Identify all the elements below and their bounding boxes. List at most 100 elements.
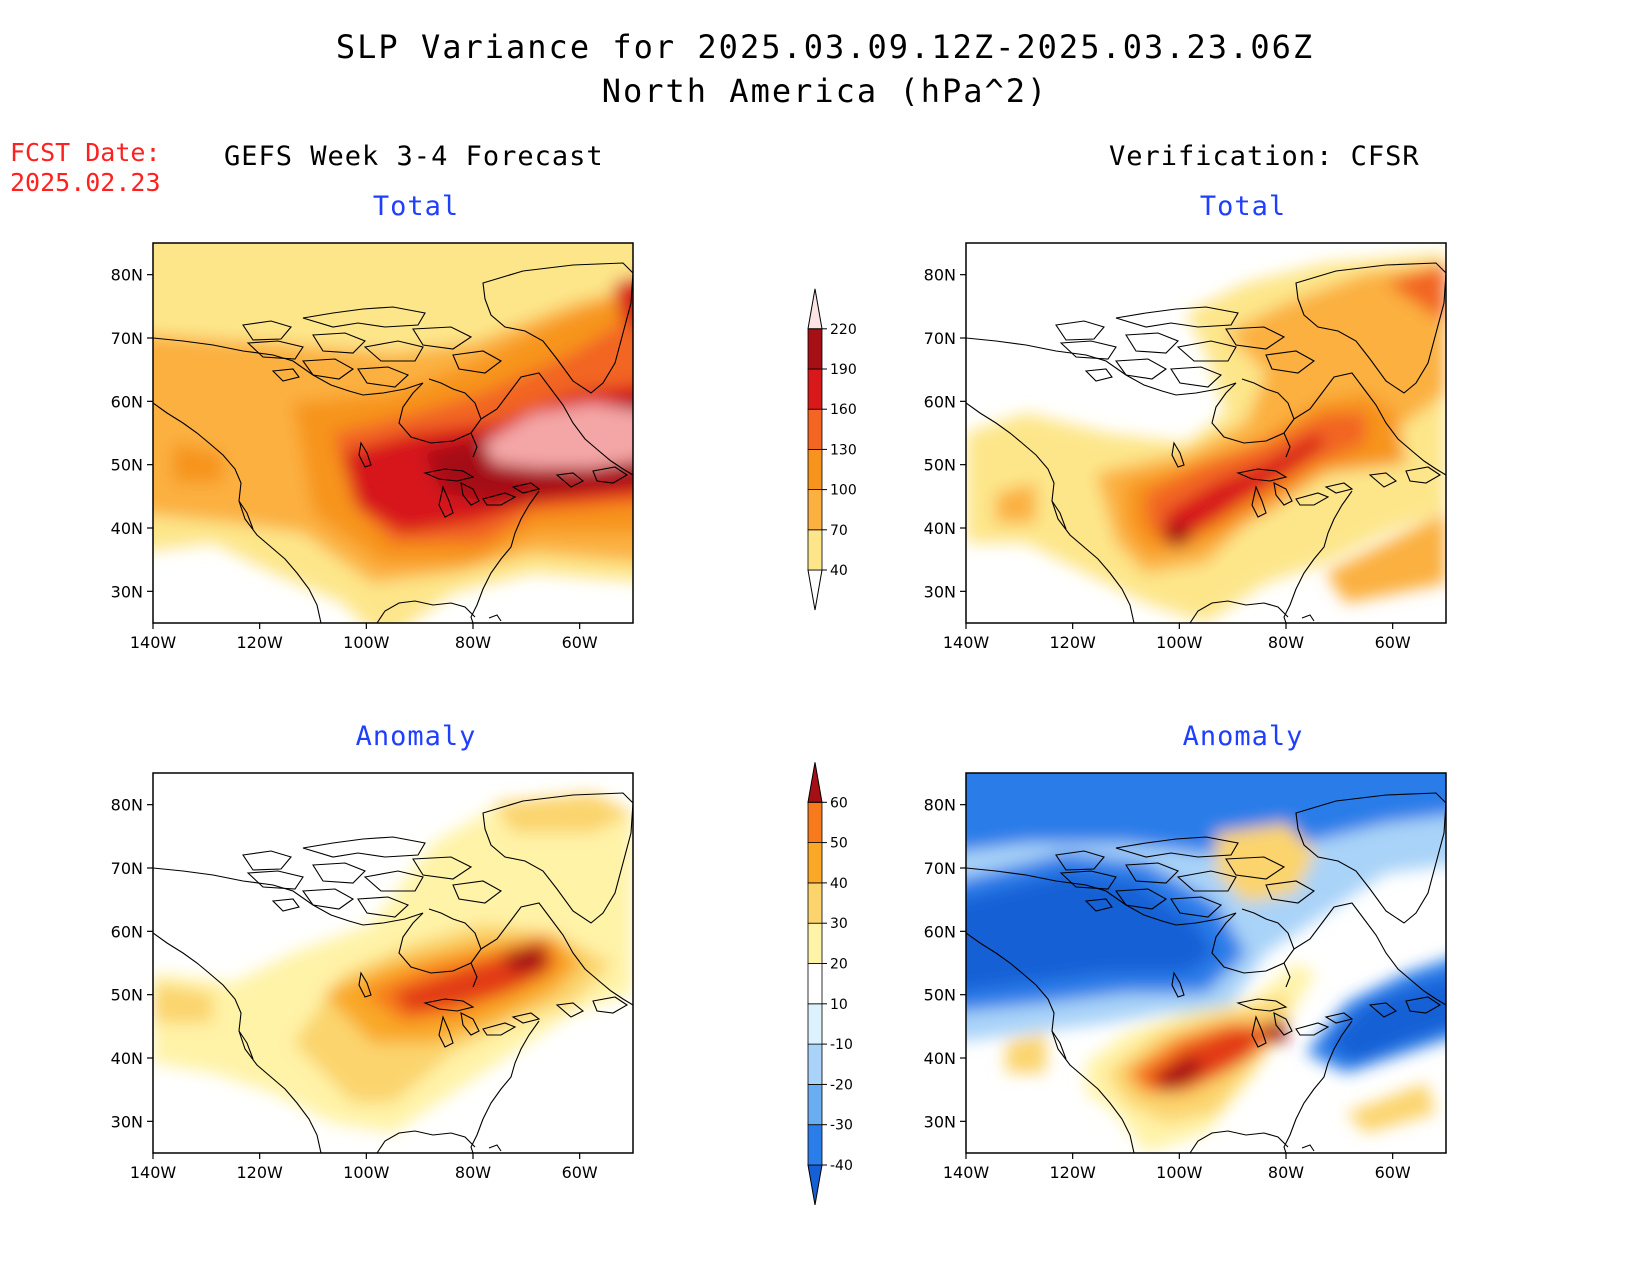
colorbar-anomaly-box xyxy=(807,922,823,964)
lat-tick-label: 30N xyxy=(111,1112,143,1131)
lon-tick-label: 80W xyxy=(1268,1163,1304,1182)
colorbar-total-label: 70 xyxy=(830,523,848,539)
lon-tick-label: 140W xyxy=(943,1163,990,1182)
colorbar-total-label: 160 xyxy=(830,402,857,418)
colorbar-anomaly: -40 -30 -20 -10 10 20 30 40 50 60 xyxy=(807,762,853,1205)
verification-column-title: Verification: CFSR xyxy=(1109,141,1420,172)
axis-ticks-forecast-total: 30N 40N 50N 60N 70N 80N 140W 120W 100W 80W 60W xyxy=(111,266,598,652)
lon-tick-label: 80W xyxy=(455,1163,491,1182)
lon-tick-label: 60W xyxy=(562,633,598,652)
colorbar-total: 40 70 100 130 160 190 220 xyxy=(807,288,857,611)
colorbar-anomaly-box xyxy=(807,882,823,924)
colorbar-anomaly-lower-wedge xyxy=(807,1164,823,1205)
lon-tick-label: 100W xyxy=(343,1163,390,1182)
colorbar-anomaly-box xyxy=(807,963,823,1005)
lat-tick-label: 70N xyxy=(111,859,143,878)
colorbar-total-box xyxy=(807,448,823,490)
colorbar-anomaly-label: 40 xyxy=(830,876,848,892)
colorbar-total-label: 130 xyxy=(830,442,857,458)
lat-tick-label: 80N xyxy=(111,266,143,285)
lat-tick-label: 50N xyxy=(111,986,143,1005)
lon-tick-label: 80W xyxy=(455,633,491,652)
lon-tick-label: 140W xyxy=(943,633,990,652)
colorbar-total-upper-wedge xyxy=(807,288,823,330)
lon-tick-label: 120W xyxy=(1049,633,1096,652)
colorbar-total-box xyxy=(807,368,823,410)
panel-subtitle-fcst-total: Total xyxy=(372,191,460,222)
lat-tick-label: 70N xyxy=(111,329,143,348)
fcst-date-value: 2025.02.23 xyxy=(10,168,161,197)
map-verification-anomaly: 30N 40N 50N 60N 70N 80N 140W 120W 100W 80W 60W xyxy=(924,772,1447,1182)
colorbar-total-label: 190 xyxy=(830,362,857,378)
colorbar-anomaly-label: 10 xyxy=(830,997,848,1013)
lat-tick-label: 70N xyxy=(924,859,956,878)
colorbar-anomaly-box xyxy=(807,1043,823,1085)
axis-ticks-verification-anomaly: 30N 40N 50N 60N 70N 80N 140W 120W 100W 80W 60W xyxy=(924,796,1411,1182)
lat-tick-label: 50N xyxy=(111,456,143,475)
lon-tick-label: 100W xyxy=(1156,633,1203,652)
lat-tick-label: 40N xyxy=(111,519,143,538)
colorbar-total-label: 220 xyxy=(830,322,857,338)
lat-tick-label: 80N xyxy=(111,796,143,815)
colorbar-total-box xyxy=(807,489,823,531)
colorbar-anomaly-label: 20 xyxy=(830,957,848,973)
colorbar-anomaly-box xyxy=(807,1124,823,1166)
lat-tick-label: 40N xyxy=(924,1049,956,1068)
lon-tick-label: 60W xyxy=(562,1163,598,1182)
map-verification-total: 30N 40N 50N 60N 70N 80N 140W 120W 100W 80W 60W xyxy=(924,242,1447,652)
colorbar-anomaly-upper-wedge xyxy=(807,762,823,803)
lon-tick-label: 120W xyxy=(236,633,283,652)
colorbar-anomaly-label: -10 xyxy=(830,1037,853,1053)
panel-subtitle-verif-total: Total xyxy=(1199,191,1287,222)
colorbar-total-label: 40 xyxy=(830,563,848,579)
lat-tick-label: 40N xyxy=(924,519,956,538)
colorbar-anomaly-label: -30 xyxy=(830,1118,853,1134)
colorbar-anomaly-box xyxy=(807,1003,823,1045)
main-title: SLP Variance for 2025.03.09.12Z-2025.03.… xyxy=(335,28,1315,66)
axis-ticks-verification-total: 30N 40N 50N 60N 70N 80N 140W 120W 100W 80W 60W xyxy=(924,266,1411,652)
lat-tick-label: 70N xyxy=(924,329,956,348)
lat-tick-label: 80N xyxy=(924,266,956,285)
lon-tick-label: 60W xyxy=(1375,633,1411,652)
colorbar-total-box xyxy=(807,408,823,450)
lon-tick-label: 120W xyxy=(1049,1163,1096,1182)
lat-tick-label: 80N xyxy=(924,796,956,815)
colorbar-anomaly-box xyxy=(807,801,823,843)
colorbar-total-box xyxy=(807,328,823,370)
lon-tick-label: 60W xyxy=(1375,1163,1411,1182)
lat-tick-label: 60N xyxy=(111,392,143,411)
colorbar-anomaly-label: 30 xyxy=(830,916,848,932)
lon-tick-label: 140W xyxy=(130,1163,177,1182)
colorbar-anomaly-label: -20 xyxy=(830,1077,853,1093)
colorbar-anomaly-box xyxy=(807,1083,823,1126)
axis-ticks-forecast-anomaly: 30N 40N 50N 60N 70N 80N 140W 120W 100W 80W 60W xyxy=(111,796,598,1182)
main-subtitle: North America (hPa^2) xyxy=(601,72,1049,110)
lat-tick-label: 30N xyxy=(924,1112,956,1131)
lat-tick-label: 50N xyxy=(924,986,956,1005)
lon-tick-label: 140W xyxy=(130,633,177,652)
forecast-column-title: GEFS Week 3-4 Forecast xyxy=(224,141,604,172)
panel-subtitle-fcst-anomaly: Anomaly xyxy=(355,721,477,752)
lat-tick-label: 30N xyxy=(111,582,143,601)
colorbar-total-lower-wedge xyxy=(807,569,823,611)
colorbar-total-label: 100 xyxy=(830,483,857,499)
colorbar-anomaly-label: -40 xyxy=(830,1158,853,1174)
lat-tick-label: 60N xyxy=(924,392,956,411)
lat-tick-label: 60N xyxy=(924,922,956,941)
colorbar-anomaly-label: 50 xyxy=(830,836,848,852)
colorbar-anomaly-label: 60 xyxy=(830,795,848,811)
panel-subtitle-verif-anomaly: Anomaly xyxy=(1182,721,1304,752)
lon-tick-label: 120W xyxy=(236,1163,283,1182)
lat-tick-label: 50N xyxy=(924,456,956,475)
lat-tick-label: 40N xyxy=(111,1049,143,1068)
lat-tick-label: 60N xyxy=(111,922,143,941)
map-forecast-anomaly: 30N 40N 50N 60N 70N 80N 140W 120W 100W 80W 60W xyxy=(111,772,634,1182)
lon-tick-label: 100W xyxy=(1156,1163,1203,1182)
lon-tick-label: 80W xyxy=(1268,633,1304,652)
fcst-date-label: FCST Date: xyxy=(10,138,161,167)
lat-tick-label: 30N xyxy=(924,582,956,601)
map-forecast-total: 30N 40N 50N 60N 70N 80N 140W 120W 100W 80W 60W xyxy=(111,242,634,652)
lon-tick-label: 100W xyxy=(343,633,390,652)
colorbar-anomaly-box xyxy=(807,842,823,884)
colorbar-total-box xyxy=(807,529,823,571)
